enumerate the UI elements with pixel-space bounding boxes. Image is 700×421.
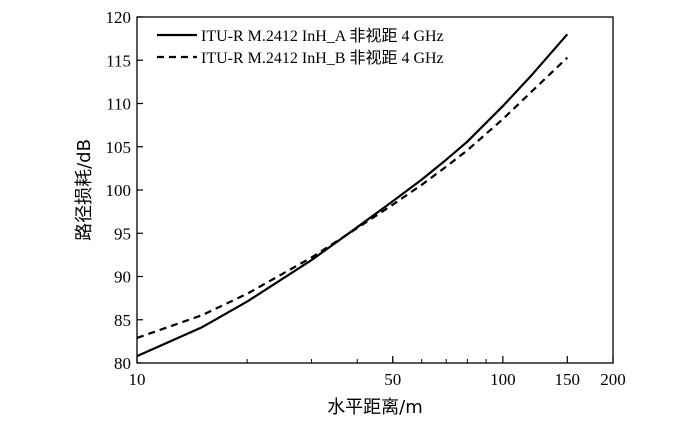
legend-label-2: ITU-R M.2412 InH_B 非视距 4 GHz xyxy=(201,49,444,67)
series-layer xyxy=(136,33,569,358)
series-line-1 xyxy=(136,33,569,358)
y-tick-label: 85 xyxy=(114,311,131,330)
y-tick-label: 105 xyxy=(106,138,132,157)
plot-frame xyxy=(136,16,614,364)
legend: ITU-R M.2412 InH_A 非视距 4 GHz ITU-R M.2412… xyxy=(157,27,444,67)
y-tick-label: 110 xyxy=(106,95,131,114)
x-tick-label: 150 xyxy=(555,370,581,389)
x-tick-label: 10 xyxy=(129,370,146,389)
legend-label-1: ITU-R M.2412 InH_A 非视距 4 GHz xyxy=(201,27,444,45)
y-tick-label: 80 xyxy=(114,354,131,373)
y-tick-label: 115 xyxy=(106,51,131,70)
x-axis-ticks: 10 50 100 150 200 xyxy=(129,356,626,389)
x-tick-label: 200 xyxy=(600,370,626,389)
y-tick-label: 90 xyxy=(114,268,131,287)
series-line-2 xyxy=(136,56,569,339)
y-axis-label: 路径损耗/dB xyxy=(74,139,95,241)
x-axis-label: 水平距离/m xyxy=(327,397,423,418)
y-tick-label: 120 xyxy=(106,8,132,27)
x-tick-label: 50 xyxy=(384,370,401,389)
y-tick-label: 100 xyxy=(106,181,132,200)
y-axis-ticks: 80 85 90 95 100 105 110 115 120 xyxy=(106,8,143,373)
y-tick-label: 95 xyxy=(114,224,131,243)
x-tick-label: 100 xyxy=(490,370,516,389)
